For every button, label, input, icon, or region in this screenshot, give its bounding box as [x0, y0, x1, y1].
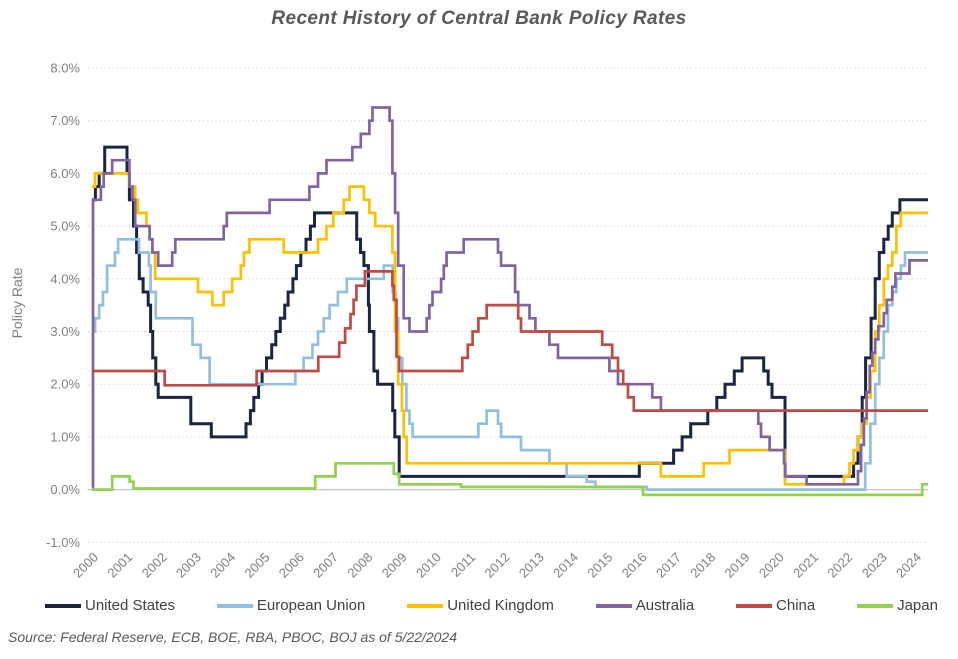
x-tick-label: 2024	[893, 550, 924, 581]
legend-label: Japan	[897, 597, 938, 614]
y-tick-label: 2.0%	[50, 377, 80, 392]
series-lines	[91, 106, 928, 497]
series-line-japan	[92, 461, 928, 497]
x-tick-label: 2018	[687, 550, 718, 581]
x-tick-label: 2008	[344, 550, 375, 581]
x-tick-label: 2000	[70, 550, 101, 581]
x-tick-label: 2001	[104, 550, 135, 581]
series-line-australia	[91, 106, 928, 489]
y-tick-label: 6.0%	[50, 166, 80, 181]
y-tick-label: 1.0%	[50, 429, 80, 444]
y-axis-tick-labels: 8.0% 7.0% 6.0% 5.0% 4.0% 3.0% 2.0% 1.0% 0.0% -1.0…	[46, 61, 80, 550]
x-tick-label: 2015	[584, 550, 615, 581]
legend-label: Australia	[635, 597, 695, 614]
x-tick-label: 2023	[859, 550, 890, 581]
legend-swatch	[216, 603, 253, 608]
x-tick-label: 2004	[207, 550, 238, 581]
y-tick-label: -1.0%	[46, 535, 80, 550]
y-tick-label: 0.0%	[50, 482, 80, 497]
chart-title: Recent History of Central Bank Policy Ra…	[271, 8, 687, 29]
legend-item-united-states: United States	[45, 597, 175, 614]
legend: United States European Union United Kingdo…	[45, 597, 938, 614]
legend-label: United States	[85, 597, 176, 614]
legend-item-european-union: European Union	[216, 597, 366, 614]
legend-swatch	[736, 603, 773, 608]
y-axis-title: Policy Rate	[9, 267, 25, 338]
legend-item-australia: Australia	[595, 597, 695, 614]
legend-swatch	[857, 603, 894, 608]
source-note: Source: Federal Reserve, ECB, BOE, RBA, …	[8, 629, 457, 645]
x-tick-label: 2017	[653, 550, 684, 581]
x-tick-label: 2006	[276, 550, 307, 581]
legend-swatch	[407, 603, 444, 608]
x-tick-label: 2010	[413, 550, 444, 581]
x-tick-label: 2019	[722, 550, 753, 581]
legend-item-china: China	[736, 597, 815, 614]
x-tick-label: 2022	[824, 550, 855, 581]
x-tick-label: 2014	[550, 550, 581, 581]
x-tick-label: 2020	[756, 550, 787, 581]
legend-item-japan: Japan	[857, 597, 938, 614]
x-tick-label: 2003	[173, 550, 204, 581]
legend-swatch	[45, 603, 81, 608]
x-tick-label: 2013	[516, 550, 547, 581]
legend-label: United Kingdom	[447, 597, 554, 614]
y-tick-label: 7.0%	[50, 113, 80, 128]
series-line-united-kingdom	[92, 172, 928, 486]
x-tick-label: 2002	[139, 550, 170, 581]
x-tick-label: 2007	[310, 550, 341, 581]
legend-item-united-kingdom: United Kingdom	[407, 597, 554, 614]
y-tick-label: 8.0%	[50, 61, 80, 76]
x-tick-label: 2005	[242, 550, 273, 581]
legend-label: European Union	[256, 597, 366, 614]
y-tick-label: 3.0%	[50, 324, 80, 339]
y-tick-label: 4.0%	[50, 271, 80, 286]
chart-canvas: 8.0% 7.0% 6.0% 5.0% 4.0% 3.0% 2.0% 1.0% 0.0% -1.0…	[9, 61, 928, 581]
series-line-china	[92, 270, 928, 412]
legend-swatch	[595, 603, 632, 608]
y-tick-label: 5.0%	[50, 219, 80, 234]
legend-label: China	[776, 597, 816, 614]
x-tick-label: 2021	[790, 550, 821, 581]
series-line-united-states	[92, 145, 928, 478]
x-tick-label: 2016	[619, 550, 650, 581]
x-tick-label: 2011	[448, 550, 478, 580]
series-line-european-union	[92, 237, 928, 491]
x-tick-label: 2009	[379, 550, 410, 581]
x-axis-tick-labels: 2000 2001 2002 2003 2004 2005 2006 2007 2008 2009…	[70, 550, 924, 581]
x-tick-label: 2012	[482, 550, 513, 581]
